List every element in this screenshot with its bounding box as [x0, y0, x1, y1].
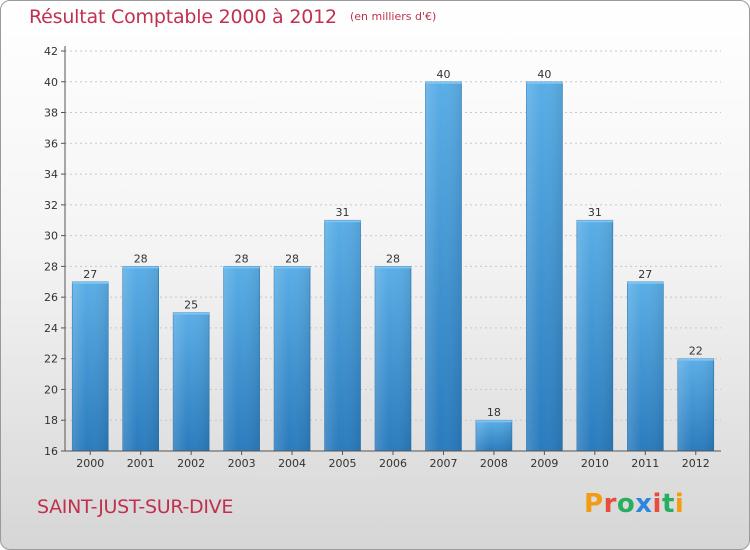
- bar-value-label: 31: [336, 206, 350, 219]
- bar-top-highlight: [677, 358, 714, 361]
- logo-letter: x: [635, 489, 653, 519]
- y-tick-label: 30: [44, 230, 58, 243]
- y-tick-label: 18: [44, 414, 58, 427]
- x-tick-label: 2004: [278, 457, 306, 470]
- bar-top-highlight: [375, 266, 411, 269]
- x-tick-label: 2006: [379, 457, 407, 470]
- bar-top-highlight: [324, 220, 361, 223]
- chart-title: Résultat Comptable 2000 à 2012 (en milli…: [29, 6, 436, 28]
- bar-value-label: 40: [436, 68, 450, 81]
- y-tick-label: 32: [44, 199, 58, 212]
- y-tick-label: 42: [44, 45, 58, 58]
- logo-letter: P: [584, 489, 604, 519]
- x-tick-label: 2012: [682, 457, 710, 470]
- bar-shine: [122, 266, 159, 451]
- commune-name: SAINT-JUST-SUR-DIVE: [37, 496, 234, 518]
- bar-top-highlight: [576, 220, 613, 223]
- bar-top-highlight: [627, 281, 664, 284]
- bar-shine: [72, 281, 109, 451]
- y-tick-label: 34: [44, 168, 58, 181]
- y-tick-label: 16: [44, 445, 58, 458]
- x-tick-label: 2010: [581, 457, 609, 470]
- bar-value-label: 28: [386, 252, 400, 265]
- bar-shine: [425, 81, 462, 452]
- bars: 27 28 25 28 28 31 28 40 18 40 31 27 22: [71, 68, 715, 452]
- bar-value-label: 28: [134, 252, 148, 265]
- x-tick-label: 2007: [429, 457, 457, 470]
- y-axis: 16 18 20 22 24 26 28 30 32 34 36 38 40 42: [44, 45, 66, 458]
- x-tick-label: 2001: [127, 457, 155, 470]
- bar-shine: [677, 358, 714, 451]
- x-tick-label: 2002: [177, 457, 205, 470]
- y-tick-label: 20: [44, 383, 58, 396]
- logo-letter: i: [674, 489, 685, 519]
- bar-value-label: 28: [285, 252, 299, 265]
- title-text: Résultat Comptable 2000 à 2012: [29, 6, 337, 28]
- bar-shine: [223, 266, 260, 451]
- bar-value-label: 27: [638, 268, 652, 281]
- logo-letter: r: [603, 489, 617, 519]
- y-tick-label: 40: [44, 76, 58, 89]
- bar-value-label: 25: [184, 299, 198, 312]
- bar-shine: [324, 220, 361, 451]
- bar-shine: [375, 266, 411, 451]
- y-tick-label: 22: [44, 353, 58, 366]
- logo-letter: t: [661, 489, 675, 519]
- y-tick-label: 26: [44, 291, 58, 304]
- bar-top-highlight: [274, 266, 311, 269]
- proxiti-logo: Proxiti: [584, 489, 684, 519]
- bar-top-highlight: [425, 81, 462, 84]
- bar-value-label: 28: [235, 252, 249, 265]
- x-tick-label: 2008: [480, 457, 508, 470]
- bar-value-label: 18: [487, 406, 501, 419]
- x-tick-label: 2000: [76, 457, 104, 470]
- bar-top-highlight: [122, 266, 159, 269]
- bar-top-highlight: [475, 420, 512, 423]
- bar-value-label: 22: [689, 345, 703, 358]
- bar-shine: [475, 420, 512, 451]
- bar-shine: [576, 220, 613, 451]
- bar-value-label: 40: [537, 68, 551, 81]
- unit-text: (en milliers d'€): [349, 10, 437, 23]
- bar-top-highlight: [526, 81, 563, 84]
- y-tick-label: 24: [44, 322, 58, 335]
- bar-shine: [627, 281, 664, 451]
- bar-top-highlight: [72, 281, 109, 284]
- x-axis: 2000 2001 2002 2003 2004 2005 2006 2007 2008 2009…: [65, 450, 721, 470]
- y-tick-label: 36: [44, 137, 58, 150]
- y-tick-label: 38: [44, 107, 58, 120]
- x-tick-label: 2009: [530, 457, 558, 470]
- logo-letter: o: [616, 489, 636, 519]
- bar-top-highlight: [223, 266, 260, 269]
- bar-shine: [526, 81, 563, 452]
- bar-top-highlight: [173, 312, 210, 315]
- x-tick-label: 2011: [631, 457, 659, 470]
- logo-letter: i: [652, 489, 662, 519]
- x-tick-label: 2005: [329, 457, 357, 470]
- y-tick-label: 28: [44, 260, 58, 273]
- bar-value-label: 27: [83, 268, 97, 281]
- bar-value-label: 31: [588, 206, 602, 219]
- bar-shine: [173, 312, 210, 451]
- x-tick-label: 2003: [228, 457, 256, 470]
- bar-shine: [274, 266, 311, 451]
